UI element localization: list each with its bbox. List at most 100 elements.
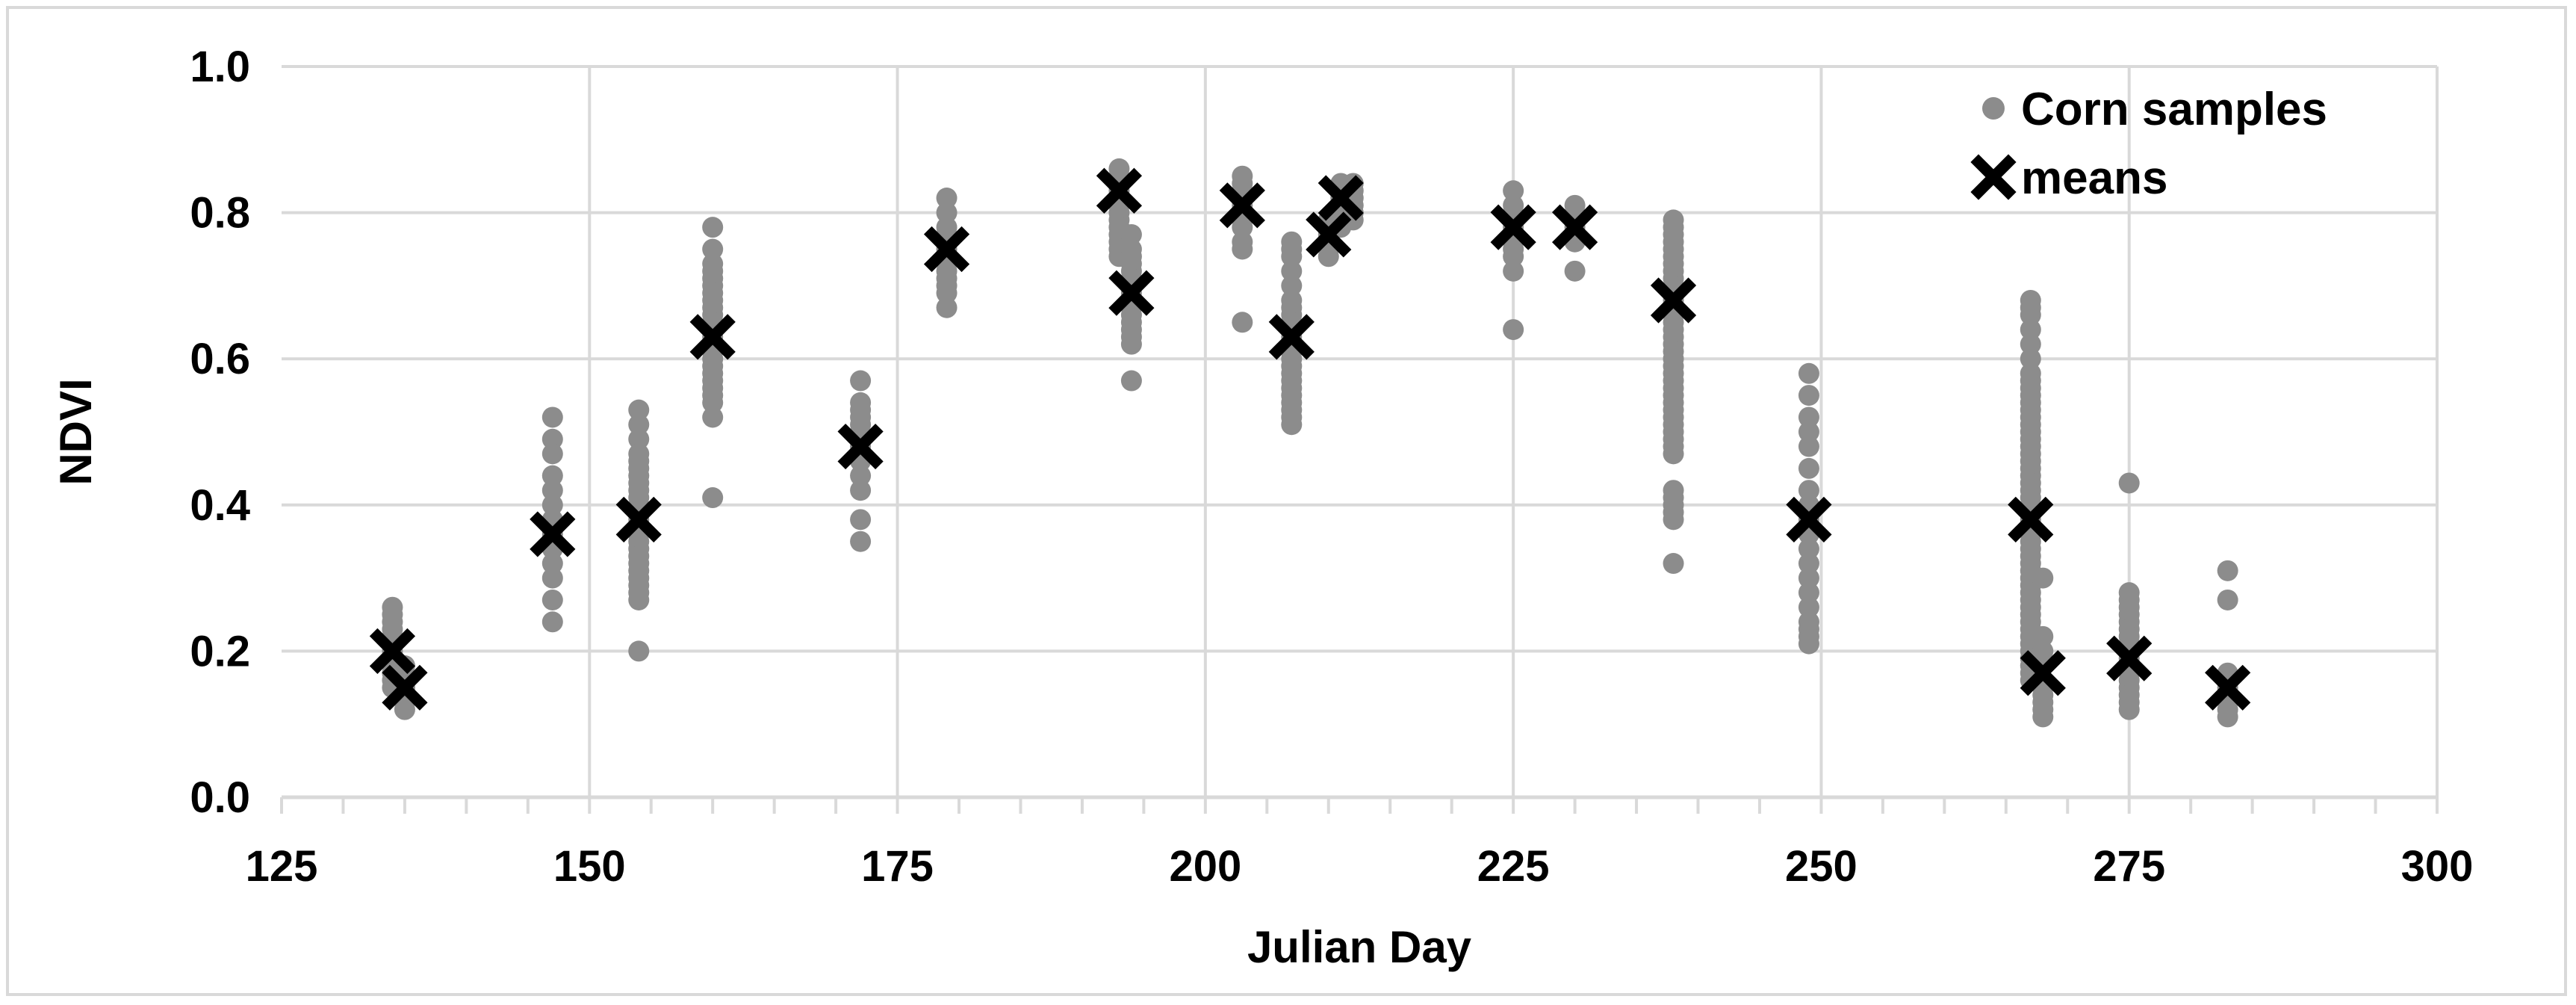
mean-point [382, 664, 428, 711]
x-axis-title: Julian Day [1247, 922, 1472, 972]
mean-stroke [1490, 204, 1536, 250]
sample-point [1232, 238, 1253, 260]
mean-stroke [1650, 277, 1697, 324]
mean-point [1490, 204, 1536, 250]
mean-point [2008, 496, 2054, 542]
mean-point [1318, 175, 1364, 221]
sample-point [1503, 260, 1524, 282]
sample-point [702, 392, 724, 413]
sample-point [1798, 480, 1819, 501]
mean-stroke [2020, 650, 2066, 696]
y-tick-label: 0.0 [190, 773, 250, 822]
sample-point [1798, 596, 1819, 618]
y-tick-label: 1.0 [190, 43, 250, 91]
sample-point [1120, 370, 1142, 392]
mean-stroke [530, 511, 576, 557]
x-tick-label: 125 [246, 842, 318, 891]
mean-stroke [2008, 496, 2054, 542]
sample-point [1281, 275, 1303, 297]
mean-point [1108, 270, 1155, 316]
sample-point [1120, 333, 1142, 355]
sample-point [850, 370, 872, 392]
mean-stroke [1268, 314, 1315, 360]
sample-point [702, 217, 724, 238]
sample-point [1798, 633, 1819, 655]
sample-point [1503, 246, 1524, 268]
corn-samples-series [382, 158, 2238, 728]
mean-point [1219, 182, 1265, 229]
mean-stroke [1551, 204, 1598, 250]
mean-stroke [2205, 664, 2251, 711]
sample-point [1281, 246, 1303, 268]
sample-point [702, 238, 724, 260]
sample-point [936, 297, 958, 318]
y-tick-label: 0.6 [190, 335, 250, 383]
sample-point [850, 480, 872, 501]
sample-point [850, 465, 872, 486]
sample-point [541, 480, 563, 501]
sample-point [2020, 333, 2041, 355]
mean-stroke [837, 423, 884, 470]
mean-point [1268, 314, 1315, 360]
mean-stroke [1108, 270, 1155, 316]
sample-point [1798, 421, 1819, 442]
mean-point [1650, 277, 1697, 324]
sample-point [541, 553, 563, 575]
sample-point [628, 589, 650, 610]
mean-stroke [615, 496, 662, 542]
x-tick-label: 200 [1169, 842, 1241, 891]
mean-point [837, 423, 884, 470]
mean-stroke [382, 664, 428, 711]
mean-point [2020, 650, 2066, 696]
sample-point [850, 509, 872, 531]
sample-point [541, 567, 563, 589]
sample-point [1798, 436, 1819, 457]
sample-point [936, 188, 958, 209]
legend-mean-marker [1970, 154, 2017, 200]
mean-stroke [369, 628, 416, 675]
sample-point [541, 494, 563, 516]
y-tick-label: 0.4 [190, 481, 250, 530]
x-tick-label: 150 [553, 842, 626, 891]
sample-point [1663, 509, 1684, 531]
mean-stroke [923, 226, 970, 273]
sample-point [936, 282, 958, 304]
sample-point [1798, 567, 1819, 589]
mean-point [1306, 211, 1352, 258]
sample-point [1663, 553, 1684, 575]
sample-point [1798, 406, 1819, 428]
legend: Corn samples means [1970, 84, 2327, 204]
sample-point [541, 611, 563, 633]
x-tick-label: 300 [2401, 842, 2474, 891]
sample-point [1503, 180, 1524, 202]
sample-point [1232, 217, 1253, 238]
legend-sample-marker [1982, 97, 2005, 120]
y-tick-label: 0.2 [190, 627, 250, 675]
sample-point [2118, 699, 2140, 720]
x-tick-label: 250 [1785, 842, 1857, 891]
mean-stroke [2106, 635, 2153, 681]
x-tick-label: 225 [1477, 842, 1550, 891]
sample-point [2032, 706, 2054, 728]
sample-point [541, 406, 563, 428]
legend-mean-label: means [2021, 152, 2167, 204]
x-tick-label: 275 [2093, 842, 2165, 891]
sample-point [2217, 560, 2238, 581]
y-tick-label: 0.8 [190, 189, 250, 238]
mean-stroke [1306, 211, 1352, 258]
mean-point [1096, 167, 1143, 214]
sample-point [1503, 319, 1524, 341]
mean-point [1551, 204, 1598, 250]
mean-point [2205, 664, 2251, 711]
sample-point [850, 531, 872, 552]
sample-point [1798, 553, 1819, 575]
y-axis-title: NDVI [51, 378, 101, 485]
sample-point [1798, 457, 1819, 479]
sample-point [1564, 260, 1586, 282]
mean-point [530, 511, 576, 557]
tick-labels: 0.0 0.2 0.4 0.6 0.8 1.0 125 150 175 200 225 250 275 3… [190, 43, 2473, 891]
sample-point [541, 428, 563, 450]
sample-point [1318, 246, 1339, 268]
mean-point [1786, 496, 1832, 542]
